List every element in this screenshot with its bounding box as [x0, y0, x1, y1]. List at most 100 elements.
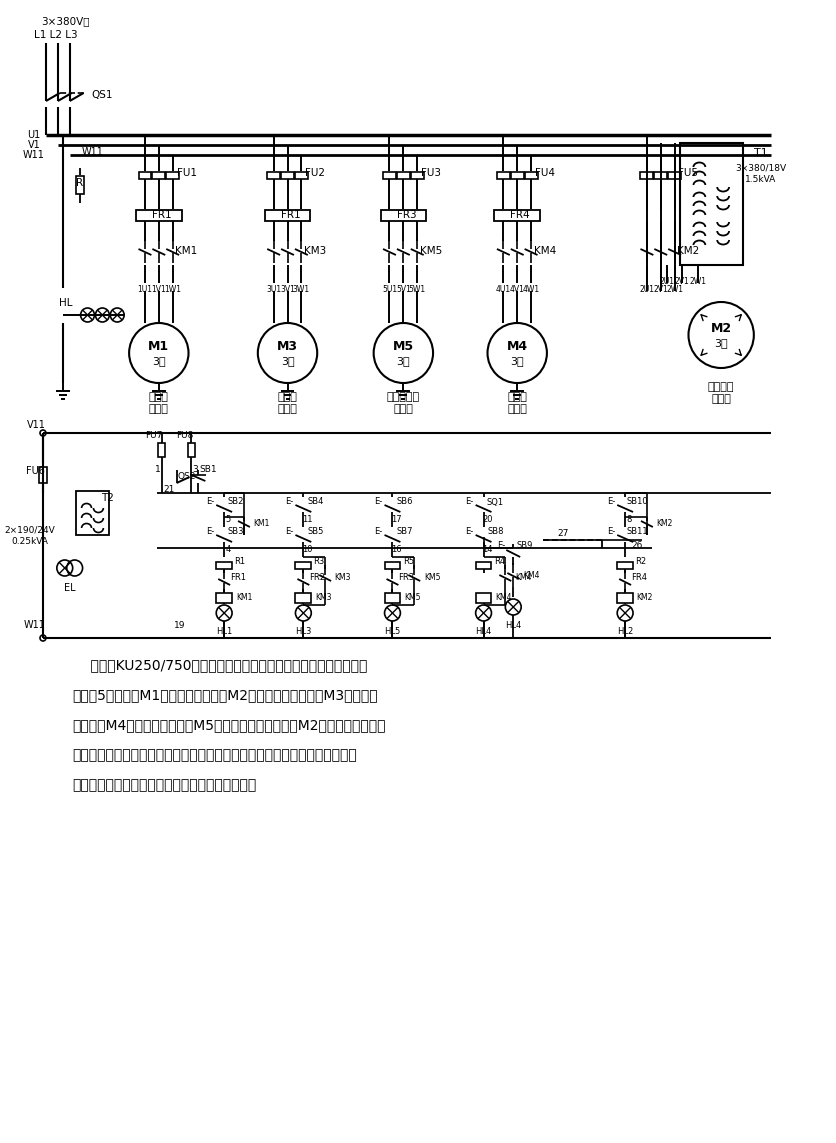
- Text: E-: E-: [374, 497, 382, 506]
- Text: KM4: KM4: [495, 593, 511, 602]
- Text: 16: 16: [390, 545, 401, 554]
- Text: 3～: 3～: [713, 338, 727, 347]
- Bar: [475, 593, 491, 604]
- Text: 3～: 3～: [396, 355, 410, 366]
- Bar: [295, 593, 311, 604]
- Bar: [384, 561, 400, 568]
- Text: FU2: FU2: [305, 168, 325, 178]
- Text: HL1: HL1: [216, 626, 232, 636]
- Text: 1V1: 1V1: [151, 285, 166, 294]
- Text: SB6: SB6: [395, 497, 412, 506]
- Text: SB7: SB7: [395, 528, 412, 536]
- Text: 3～: 3～: [152, 355, 166, 366]
- Text: HL5: HL5: [384, 626, 400, 636]
- Bar: [267, 171, 280, 178]
- Text: KM2: KM2: [636, 593, 652, 602]
- Text: 油压泵
电动机: 油压泵 电动机: [278, 392, 297, 414]
- Bar: [75, 491, 110, 535]
- Text: 19: 19: [174, 621, 185, 630]
- Text: 26: 26: [630, 541, 642, 550]
- Text: 4W1: 4W1: [522, 285, 539, 294]
- Text: FR3: FR3: [396, 210, 415, 219]
- Bar: [679, 143, 742, 265]
- Text: KM5: KM5: [420, 246, 441, 256]
- Text: FR2: FR2: [308, 574, 325, 583]
- Text: 4U1: 4U1: [495, 285, 510, 294]
- Text: SB9: SB9: [517, 542, 533, 551]
- Text: FR3: FR3: [398, 574, 414, 583]
- Text: 2×190/24V: 2×190/24V: [5, 526, 55, 535]
- Bar: [616, 593, 632, 604]
- Text: 3～: 3～: [510, 355, 523, 366]
- Text: EL: EL: [64, 583, 75, 593]
- Text: 8: 8: [625, 515, 631, 525]
- Text: M5: M5: [392, 339, 414, 352]
- Text: 2U1: 2U1: [659, 277, 674, 286]
- Text: 路中有5台电机，M1为主砂轮电动机，M2为驱动工件电动机，M3为油压泵: 路中有5台电机，M1为主砂轮电动机，M2为驱动工件电动机，M3为油压泵: [73, 688, 378, 702]
- Text: 1U1: 1U1: [137, 285, 152, 294]
- Text: 5W1: 5W1: [408, 285, 426, 294]
- Text: SB10: SB10: [625, 497, 647, 506]
- Text: E-: E-: [206, 497, 214, 506]
- Text: 4: 4: [225, 545, 231, 554]
- Text: KM2: KM2: [655, 519, 672, 528]
- Bar: [640, 171, 653, 178]
- Text: KM5: KM5: [404, 593, 420, 602]
- Text: 5U1: 5U1: [381, 285, 396, 294]
- Text: M4: M4: [506, 339, 528, 352]
- Text: 5: 5: [225, 515, 231, 525]
- Text: 是经转子馈电的三相整流子电机，调节炭刷的位置即可改变电机的转速。还需: 是经转子馈电的三相整流子电机，调节炭刷的位置即可改变电机的转速。还需: [73, 748, 357, 762]
- Text: KM1: KM1: [253, 519, 270, 528]
- Text: E-: E-: [465, 497, 473, 506]
- Text: QS2: QS2: [177, 472, 196, 481]
- Text: E-: E-: [285, 497, 293, 506]
- Text: 1W1: 1W1: [164, 285, 181, 294]
- Text: KM3: KM3: [303, 246, 326, 256]
- Text: R3: R3: [314, 558, 324, 567]
- Bar: [294, 171, 308, 178]
- Bar: [494, 209, 539, 221]
- Text: V1: V1: [28, 139, 40, 150]
- Text: SB5: SB5: [307, 528, 323, 536]
- Text: HL4: HL4: [475, 626, 491, 636]
- Text: 1: 1: [155, 465, 161, 474]
- Bar: [281, 171, 293, 178]
- Text: FU1: FU1: [176, 168, 196, 178]
- Text: M1: M1: [148, 339, 169, 352]
- Text: 3: 3: [192, 465, 198, 474]
- Text: 3～: 3～: [280, 355, 294, 366]
- Text: FU3: FU3: [421, 168, 441, 178]
- Text: 21: 21: [163, 486, 174, 495]
- Text: SQ1: SQ1: [487, 497, 503, 506]
- Bar: [152, 171, 165, 178]
- Text: KM4: KM4: [514, 573, 531, 582]
- Bar: [158, 443, 165, 457]
- Text: 主砂轮
电动机: 主砂轮 电动机: [149, 392, 169, 414]
- Text: E-: E-: [285, 528, 293, 536]
- Text: FR4: FR4: [630, 574, 646, 583]
- Text: W11: W11: [81, 147, 104, 157]
- Text: 磨内圆砂轮
电动机: 磨内圆砂轮 电动机: [386, 392, 420, 414]
- Text: 驱动工件
电动机: 驱动工件 电动机: [707, 382, 733, 403]
- Text: 17: 17: [390, 515, 401, 525]
- Text: 3×380V～: 3×380V～: [42, 16, 90, 26]
- Bar: [216, 593, 232, 604]
- Text: FU5: FU5: [678, 168, 698, 178]
- Text: E-: E-: [465, 528, 473, 536]
- Text: FR1: FR1: [230, 574, 246, 583]
- Text: V11: V11: [27, 419, 45, 430]
- Text: E-: E-: [374, 528, 382, 536]
- Bar: [136, 209, 181, 221]
- Bar: [410, 171, 423, 178]
- Bar: [380, 209, 426, 221]
- Text: L1 L2 L3: L1 L2 L3: [34, 30, 78, 40]
- Text: SB2: SB2: [227, 497, 244, 506]
- Bar: [138, 171, 151, 178]
- Text: SB8: SB8: [487, 528, 503, 536]
- Bar: [667, 171, 681, 178]
- Bar: [39, 467, 47, 483]
- Text: FR1: FR1: [152, 210, 171, 219]
- Text: 11: 11: [302, 515, 312, 525]
- Text: T1: T1: [753, 147, 767, 158]
- Text: 4V1: 4V1: [509, 285, 524, 294]
